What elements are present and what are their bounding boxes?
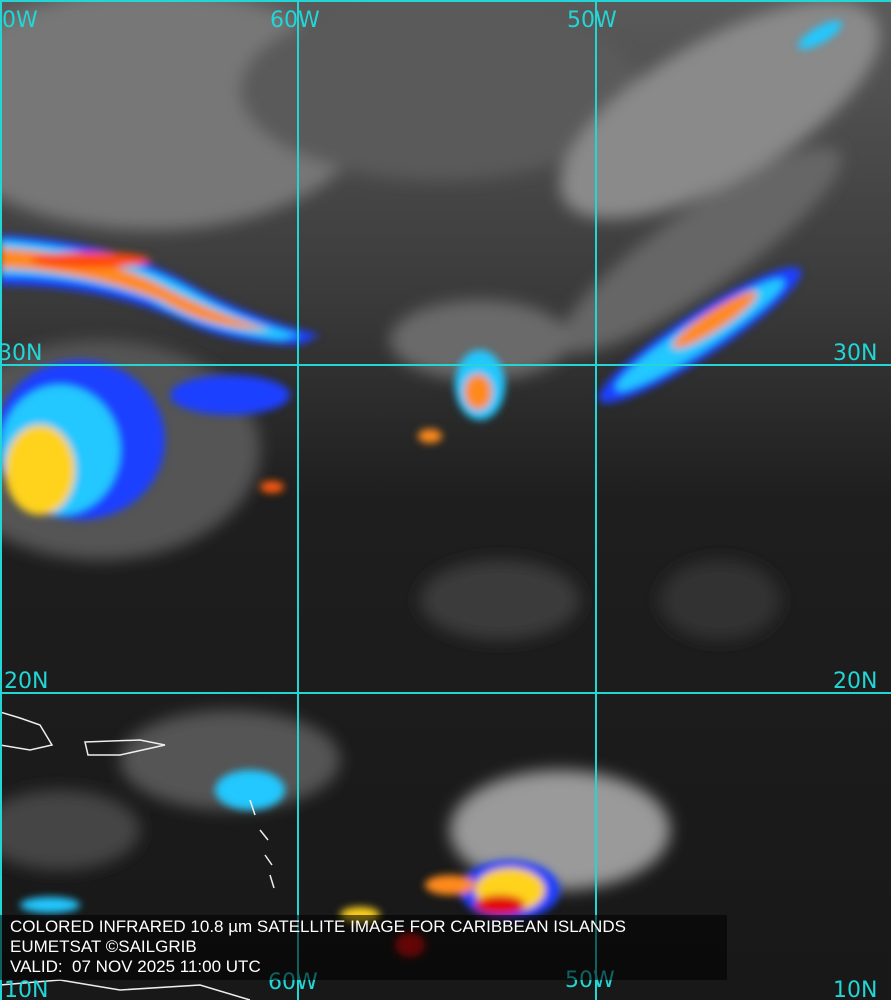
longitude-label-50w: 50W: [567, 8, 617, 33]
caption-title: COLORED INFRARED 10.8 µm SATELLITE IMAGE…: [10, 917, 626, 936]
latitude-label-10n-right: 10N: [833, 978, 878, 1000]
image-caption: COLORED INFRARED 10.8 µm SATELLITE IMAGE…: [0, 915, 727, 980]
latitude-label-10n-left: 10N: [4, 978, 49, 1000]
longitude-label-60w: 60W: [270, 8, 320, 33]
convective-cells: [0, 20, 843, 957]
latitude-label-20n-left: 20N: [4, 669, 49, 694]
caption-source: EUMETSAT ©SAILGRIB: [10, 937, 197, 956]
caption-valid-time: VALID: 07 NOV 2025 11:00 UTC: [10, 957, 261, 976]
coastlines: [0, 711, 275, 1000]
latitude-label-30n-right: 30N: [833, 341, 878, 366]
latitude-label-30n-left: 30N: [0, 341, 43, 366]
longitude-label-70w: 70W: [0, 8, 38, 33]
latitude-label-20n-right: 20N: [833, 669, 878, 694]
